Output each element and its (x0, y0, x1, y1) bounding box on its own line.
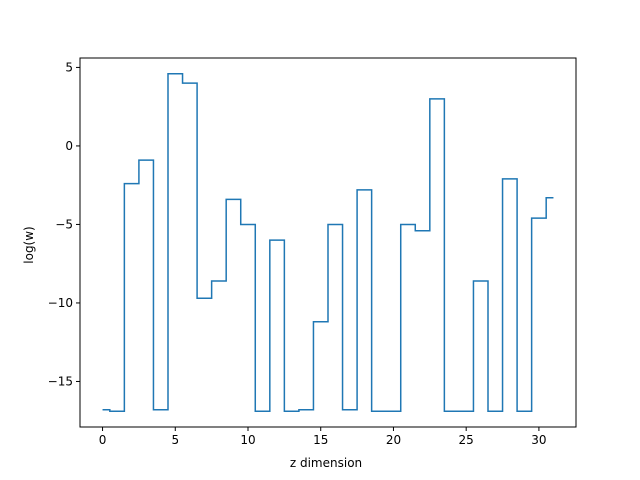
x-tick-label-5: 5 (171, 433, 179, 447)
y-tick-label-5: 5 (65, 60, 73, 74)
axes: 0 5 10 15 20 25 30 5 0 −5 −10 −15 (48, 57, 577, 447)
y-tick-label--15: −15 (48, 374, 73, 388)
y-axis-label: log(w) (22, 226, 36, 263)
y-tick-label-0: 0 (65, 139, 73, 153)
x-tick-label-25: 25 (459, 433, 474, 447)
series-line-0 (102, 72, 554, 413)
x-tick-label-30: 30 (531, 433, 546, 447)
x-tick-label-0: 0 (99, 433, 107, 447)
y-tick-label--10: −10 (48, 296, 73, 310)
x-tick-label-15: 15 (313, 433, 328, 447)
axes-frame (79, 57, 577, 428)
plot-area (102, 72, 554, 413)
x-axis-label: z dimension (290, 456, 362, 470)
x-tick-label-10: 10 (240, 433, 255, 447)
y-tick-label--5: −5 (55, 217, 73, 231)
x-tick-label-20: 20 (386, 433, 401, 447)
